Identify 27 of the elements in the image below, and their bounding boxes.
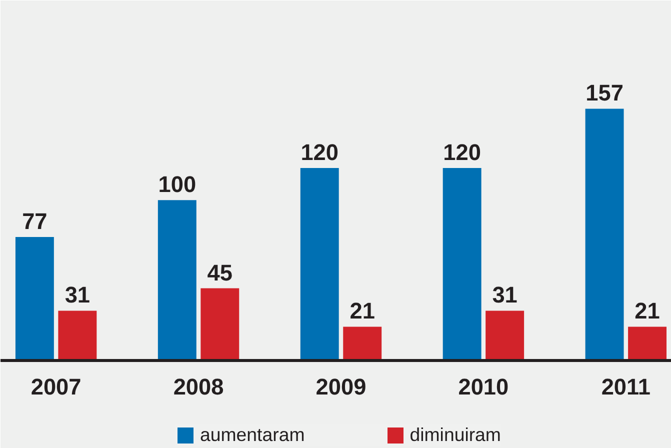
bar — [585, 108, 624, 360]
legend-label: diminuiram — [410, 424, 501, 446]
data-label: 77 — [22, 208, 48, 234]
bar — [200, 288, 240, 360]
data-label: 31 — [64, 282, 90, 308]
data-label: 21 — [350, 298, 375, 324]
data-label: 120 — [300, 139, 339, 166]
x-tick-label: 2011 — [601, 373, 650, 400]
data-label: 45 — [207, 259, 232, 286]
x-tick-label: 2009 — [316, 373, 366, 400]
data-label: 157 — [586, 80, 624, 106]
bar — [486, 310, 524, 360]
data-label: 21 — [634, 298, 660, 324]
x-tick-label: 2010 — [458, 373, 509, 400]
x-tick-label: 2007 — [30, 373, 82, 400]
data-label: 120 — [443, 139, 481, 166]
bar — [15, 236, 54, 360]
bar — [58, 310, 97, 360]
bar — [628, 326, 667, 360]
bar — [343, 326, 382, 360]
data-label: 100 — [158, 171, 196, 198]
x-tick-label: 2008 — [173, 373, 224, 400]
bar — [442, 168, 482, 360]
bar — [158, 200, 196, 360]
bar — [300, 168, 339, 360]
legend-label: aumentaram — [200, 424, 305, 446]
data-label: 31 — [492, 282, 518, 308]
